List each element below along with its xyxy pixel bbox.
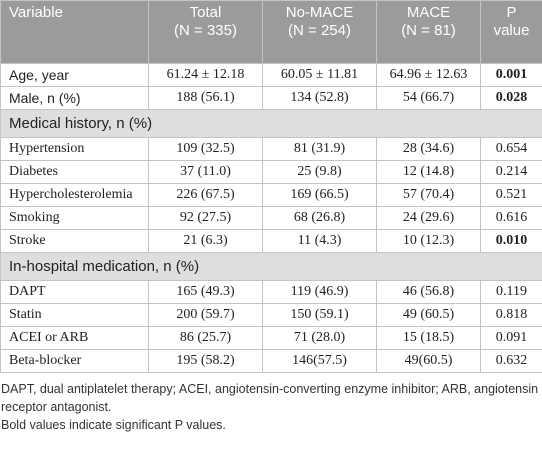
cell: 24 (29.6) — [376, 206, 481, 230]
table-row: Smoking 92 (27.5) 68 (26.8) 24 (29.6) 0.616 — [0, 206, 542, 230]
cell: 0.521 — [480, 183, 542, 207]
cell: 28 (34.6) — [376, 137, 481, 161]
header-cell: Total (N = 335) — [148, 0, 263, 64]
cell: 68 (26.8) — [262, 206, 377, 230]
row-label: Hypertension — [0, 137, 149, 161]
row-label: ACEI or ARB — [0, 326, 149, 350]
cell: 0.616 — [480, 206, 542, 230]
table-row: Hypertension 109 (32.5) 81 (31.9) 28 (34.6)… — [0, 137, 542, 161]
header-cell: Variable — [0, 0, 149, 64]
row-label: Stroke — [0, 229, 149, 253]
row-label: Beta-blocker — [0, 349, 149, 373]
table-row: Hypercholesterolemia 226 (67.5) 169 (66.5)… — [0, 183, 542, 207]
header-title: MACE — [406, 4, 451, 21]
header-sub: (N = 335) — [174, 22, 237, 39]
cell: 61.24 ± 12.18 — [148, 63, 263, 87]
header-row: Variable Total (N = 335) No-MACE (N = 254) MA… — [0, 0, 542, 64]
row-label: Age, year — [0, 63, 149, 87]
cell: 200 (59.7) — [148, 303, 263, 327]
section-row: Medical history, n (%) — [0, 109, 542, 138]
header-title: No-MACE — [285, 4, 354, 21]
cell: 0.632 — [480, 349, 542, 373]
section-row: In-hospital medication, n (%) — [0, 252, 542, 281]
table-row: Age, year 61.24 ± 12.18 60.05 ± 11.81 64.96… — [0, 63, 542, 87]
header-sub: value — [493, 22, 530, 39]
cell: 0.654 — [480, 137, 542, 161]
cell: 0.001 — [480, 63, 542, 87]
cell: 81 (31.9) — [262, 137, 377, 161]
cell: 0.214 — [480, 160, 542, 184]
table-row: DAPT 165 (49.3) 119 (46.9) 46 (56.8) 0.119 — [0, 280, 542, 304]
table-body: Age, year 61.24 ± 12.18 60.05 ± 11.81 64.96… — [0, 63, 542, 373]
header-cell: MACE (N = 81) — [376, 0, 481, 64]
table-row: ACEI or ARB 86 (25.7) 71 (28.0) 15 (18.5) 0.… — [0, 326, 542, 350]
footnote: DAPT, dual antiplatelet therapy; ACEI, a… — [1, 382, 539, 414]
cell: 12 (14.8) — [376, 160, 481, 184]
cell: 150 (59.1) — [262, 303, 377, 327]
header-sub: (N = 254) — [288, 22, 351, 39]
cell: 0.119 — [480, 280, 542, 304]
table-row: Diabetes 37 (11.0) 25 (9.8) 12 (14.8) 0.214 — [0, 160, 542, 184]
cell: 134 (52.8) — [262, 86, 377, 110]
table: Variable Total (N = 335) No-MACE (N = 254) MA… — [0, 0, 542, 373]
header-title: Variable — [9, 4, 63, 21]
cell: 15 (18.5) — [376, 326, 481, 350]
cell: 0.028 — [480, 86, 542, 110]
cell: 188 (56.1) — [148, 86, 263, 110]
cell: 57 (70.4) — [376, 183, 481, 207]
header-sub: (N = 81) — [401, 22, 456, 39]
cell: 165 (49.3) — [148, 280, 263, 304]
row-label: Diabetes — [0, 160, 149, 184]
cell: 25 (9.8) — [262, 160, 377, 184]
cell: 21 (6.3) — [148, 229, 263, 253]
section-title: Medical history, n (%) — [0, 109, 542, 138]
cell: 146(57.5) — [262, 349, 377, 373]
cell: 64.96 ± 12.63 — [376, 63, 481, 87]
cell: 60.05 ± 11.81 — [262, 63, 377, 87]
table-row: Statin 200 (59.7) 150 (59.1) 49 (60.5) 0.818 — [0, 303, 542, 327]
cell: 86 (25.7) — [148, 326, 263, 350]
footnote: Bold values indicate significant P value… — [1, 418, 226, 432]
cell: 109 (32.5) — [148, 137, 263, 161]
header-cell: No-MACE (N = 254) — [262, 0, 377, 64]
cell: 0.818 — [480, 303, 542, 327]
cell: 10 (12.3) — [376, 229, 481, 253]
cell: 37 (11.0) — [148, 160, 263, 184]
cell: 0.010 — [480, 229, 542, 253]
table-row: Beta-blocker 195 (58.2) 146(57.5) 49(60.5) 0… — [0, 349, 542, 373]
cell: 169 (66.5) — [262, 183, 377, 207]
cell: 49(60.5) — [376, 349, 481, 373]
table-row: Stroke 21 (6.3) 11 (4.3) 10 (12.3) 0.010 — [0, 229, 542, 253]
row-label: Statin — [0, 303, 149, 327]
cell: 226 (67.5) — [148, 183, 263, 207]
cell: 119 (46.9) — [262, 280, 377, 304]
cell: 54 (66.7) — [376, 86, 481, 110]
cell: 11 (4.3) — [262, 229, 377, 253]
cell: 49 (60.5) — [376, 303, 481, 327]
cell: 0.091 — [480, 326, 542, 350]
header-title: Total — [189, 4, 222, 21]
row-label: DAPT — [0, 280, 149, 304]
row-label: Hypercholesterolemia — [0, 183, 149, 207]
cell: 71 (28.0) — [262, 326, 377, 350]
cell: 92 (27.5) — [148, 206, 263, 230]
cell: 195 (58.2) — [148, 349, 263, 373]
row-label: Smoking — [0, 206, 149, 230]
cell: 46 (56.8) — [376, 280, 481, 304]
section-title: In-hospital medication, n (%) — [0, 252, 542, 281]
footnotes: DAPT, dual antiplatelet therapy; ACEI, a… — [0, 373, 542, 434]
header-title: P — [506, 4, 517, 21]
table-row: Male, n (%) 188 (56.1) 134 (52.8) 54 (66.7)… — [0, 86, 542, 110]
row-label: Male, n (%) — [0, 86, 149, 110]
